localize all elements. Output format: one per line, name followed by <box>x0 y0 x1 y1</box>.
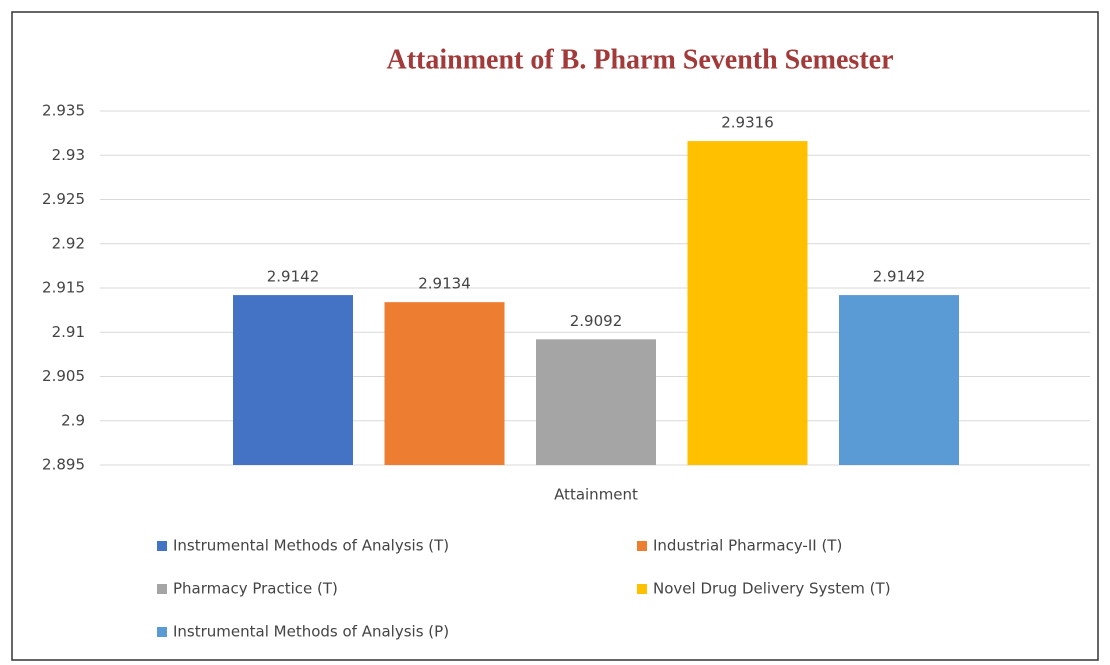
y-tick-label: 2.93 <box>52 146 85 164</box>
legend-swatch <box>157 541 167 551</box>
legend-swatch <box>637 584 647 594</box>
legend-label: Industrial Pharmacy-II (T) <box>653 537 842 555</box>
legend-label: Pharmacy Practice (T) <box>173 580 338 598</box>
legend-label: Instrumental Methods of Analysis (T) <box>173 537 449 555</box>
y-tick-label: 2.9 <box>61 411 85 429</box>
x-tick-label: Attainment <box>554 486 638 504</box>
legend-swatch <box>157 627 167 637</box>
y-tick-label: 2.925 <box>42 190 85 208</box>
y-tick-label: 2.905 <box>42 367 85 385</box>
legend-label: Instrumental Methods of Analysis (P) <box>173 623 449 641</box>
bar <box>536 339 656 465</box>
y-tick-label: 2.935 <box>42 102 85 120</box>
legend-swatch <box>637 541 647 551</box>
bar <box>687 141 808 465</box>
data-label: 2.9092 <box>570 312 623 330</box>
bar <box>233 295 353 465</box>
y-tick-label: 2.92 <box>52 234 85 252</box>
y-tick-label: 2.915 <box>42 279 85 297</box>
legend-label: Novel Drug Delivery System (T) <box>653 580 891 598</box>
data-label: 2.9142 <box>267 268 320 286</box>
data-label: 2.9316 <box>721 114 774 132</box>
bar <box>384 302 505 465</box>
y-tick-label: 2.895 <box>42 456 85 474</box>
y-tick-label: 2.91 <box>52 323 85 341</box>
bar <box>839 295 959 465</box>
chart-title: Attainment of B. Pharm Seventh Semester <box>386 44 893 75</box>
legend-swatch <box>157 584 167 594</box>
data-label: 2.9134 <box>418 275 471 293</box>
data-label: 2.9142 <box>873 268 926 286</box>
